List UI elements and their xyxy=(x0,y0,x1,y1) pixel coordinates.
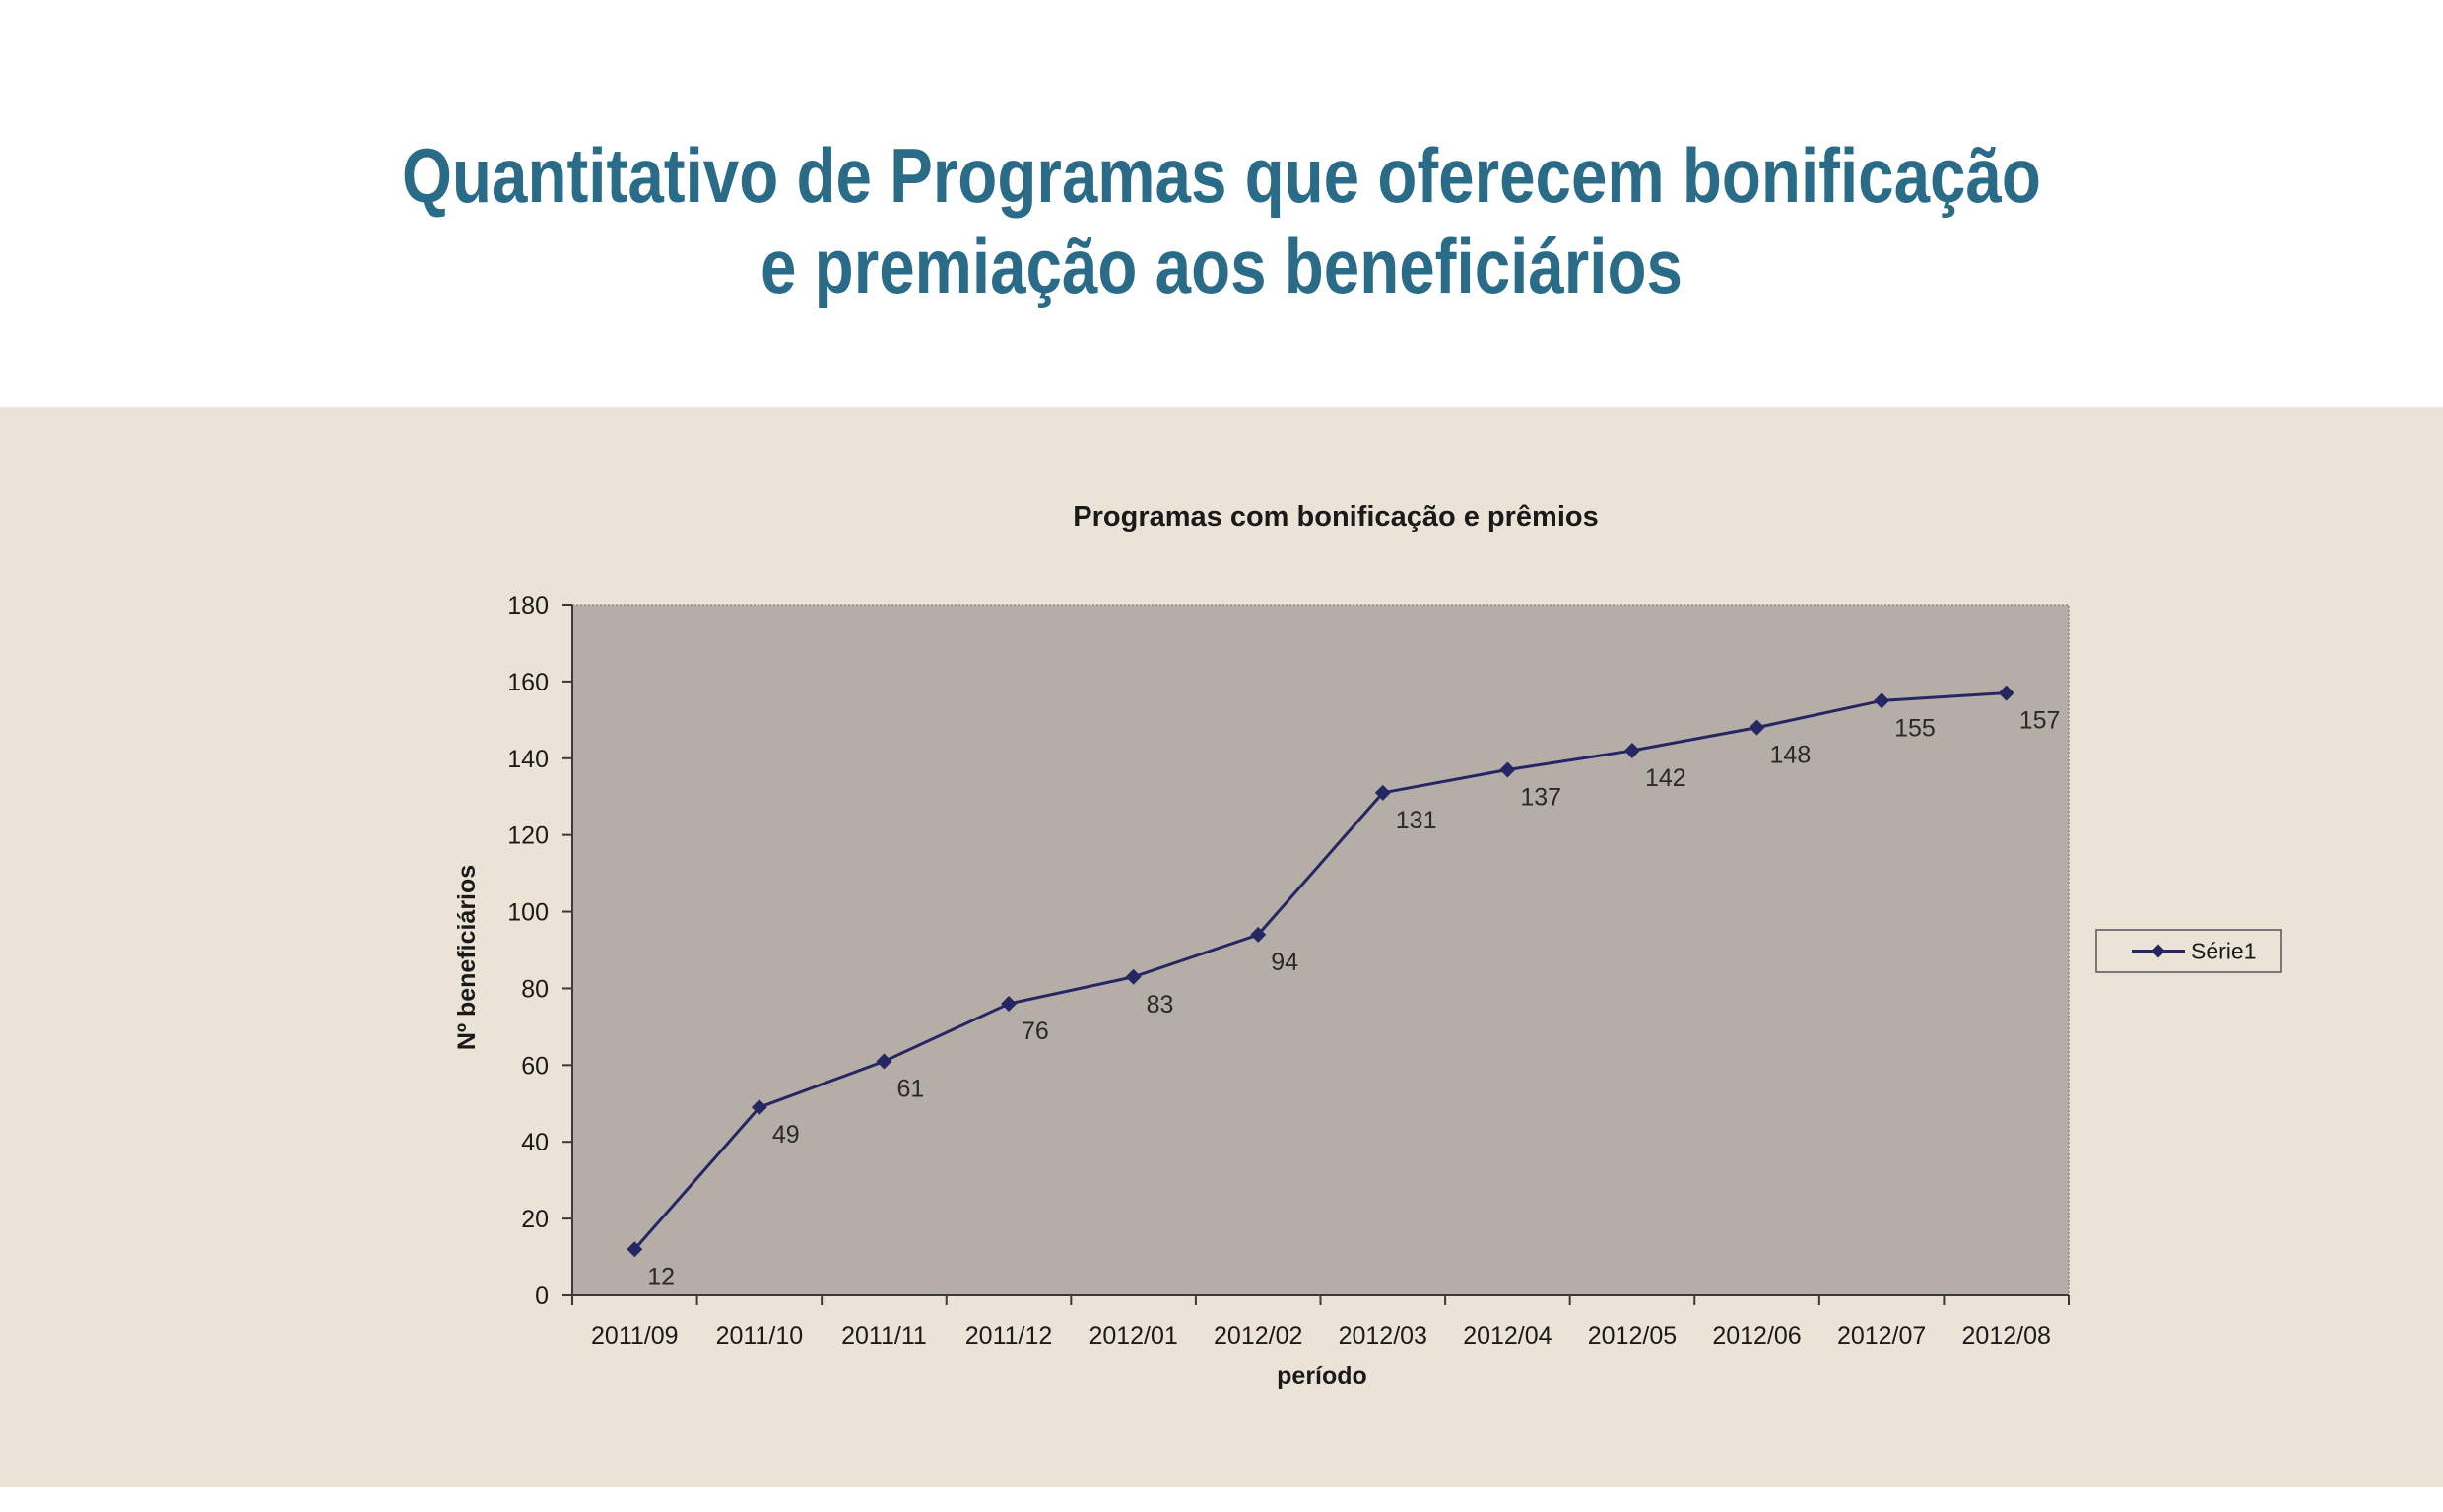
page-title-line-1: Quantitativo de Programas que oferecem b… xyxy=(402,132,2041,219)
data-label: 12 xyxy=(647,1263,675,1290)
legend-label: Série1 xyxy=(2191,939,2256,964)
data-label: 131 xyxy=(1396,807,1437,834)
x-tick-label: 2011/10 xyxy=(716,1322,804,1349)
series-line xyxy=(633,691,2007,1251)
data-point xyxy=(1623,742,1640,758)
data-label: 94 xyxy=(1271,949,1298,976)
data-point xyxy=(876,1053,892,1070)
data-point xyxy=(1001,996,1018,1013)
y-tick-label: 0 xyxy=(535,1282,549,1310)
data-point xyxy=(1998,685,2014,701)
data-point xyxy=(751,1099,767,1116)
x-tick-label: 2012/07 xyxy=(1837,1322,1926,1349)
data-point xyxy=(1499,761,1516,778)
data-point xyxy=(627,1241,643,1258)
x-tick-label: 2012/03 xyxy=(1339,1322,1427,1349)
x-tick-label: 2012/08 xyxy=(1962,1322,2051,1349)
data-label: 157 xyxy=(2019,707,2061,735)
data-label: 142 xyxy=(1645,764,1686,792)
x-tick-label: 2012/01 xyxy=(1089,1322,1177,1349)
page-title-line-2: e premiação aos beneficiários xyxy=(760,223,1683,309)
x-tick-label: 2011/12 xyxy=(965,1322,1053,1349)
data-label: 83 xyxy=(1147,991,1174,1019)
data-point xyxy=(1874,692,1890,709)
y-tick-label: 40 xyxy=(521,1129,549,1156)
data-label: 148 xyxy=(1770,742,1812,769)
chart-title: Programas com bonificação e prêmios xyxy=(1073,501,1598,533)
data-label: 61 xyxy=(896,1075,924,1102)
data-point xyxy=(1749,719,1765,736)
data-label: 76 xyxy=(1022,1018,1049,1045)
y-tick-label: 140 xyxy=(507,746,549,773)
data-label: 49 xyxy=(772,1121,800,1149)
legend-marker xyxy=(2151,944,2165,958)
plot-area xyxy=(571,604,2070,1296)
x-tick-label: 2012/06 xyxy=(1712,1322,1801,1349)
y-tick-label: 100 xyxy=(507,899,549,927)
x-tick-label: 2011/11 xyxy=(841,1322,927,1349)
y-tick-label: 60 xyxy=(521,1052,549,1080)
x-tick-label: 2012/02 xyxy=(1214,1322,1302,1349)
data-point xyxy=(1125,968,1142,985)
y-tick-label: 80 xyxy=(521,975,549,1003)
x-axis-title: período xyxy=(1277,1362,1367,1390)
legend-box xyxy=(2095,929,2282,973)
data-label: 155 xyxy=(1894,714,1936,742)
x-tick-label: 2012/04 xyxy=(1463,1322,1552,1349)
y-axis-title: Nº beneficiários xyxy=(453,865,481,1050)
x-tick-label: 2012/05 xyxy=(1588,1322,1677,1349)
data-point xyxy=(1374,784,1391,801)
y-tick-label: 20 xyxy=(521,1206,549,1233)
y-tick-label: 120 xyxy=(507,822,549,850)
bottom-strip xyxy=(0,1487,2443,1512)
data-label: 137 xyxy=(1520,783,1561,811)
page-title: Quantitativo de Programas que oferecem b… xyxy=(195,130,2247,311)
x-tick-label: 2011/09 xyxy=(591,1322,679,1349)
header: Quantitativo de Programas que oferecem b… xyxy=(0,0,2443,407)
y-tick-label: 160 xyxy=(507,669,549,696)
y-tick-label: 180 xyxy=(507,592,549,620)
data-point xyxy=(1250,926,1267,943)
